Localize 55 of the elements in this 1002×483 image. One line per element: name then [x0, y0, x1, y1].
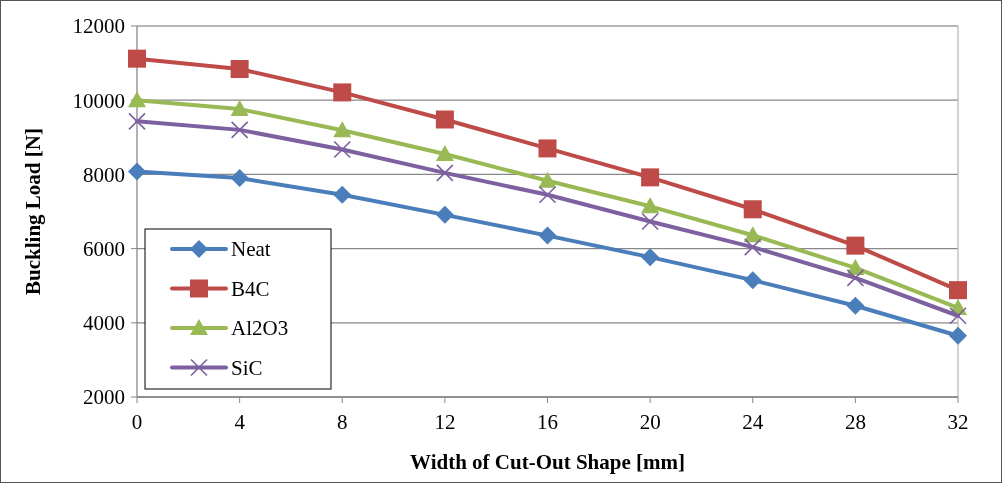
point	[641, 212, 659, 231]
legend-label: Neat	[231, 237, 271, 261]
point	[436, 164, 454, 182]
y-tick-label: 10000	[72, 88, 125, 113]
x-tick-label: 20	[639, 410, 661, 434]
point	[641, 248, 660, 267]
point	[128, 49, 146, 68]
point	[743, 238, 762, 256]
y-tick-label: 2000	[83, 385, 125, 410]
point	[949, 306, 967, 325]
point	[128, 162, 146, 181]
point	[230, 100, 249, 117]
point	[333, 83, 352, 102]
legend-label: B4C	[231, 276, 270, 301]
point	[230, 121, 249, 139]
legend-label: SiC	[231, 355, 263, 380]
point	[435, 205, 454, 224]
point	[538, 171, 557, 188]
y-tick-label: 4000	[83, 311, 125, 336]
point	[435, 145, 454, 161]
point	[641, 168, 660, 187]
x-tick-label: 0	[131, 410, 143, 434]
point	[230, 169, 249, 188]
point	[230, 60, 249, 79]
x-tick-label: 28	[844, 410, 866, 434]
point	[949, 281, 967, 300]
point	[333, 140, 352, 159]
y-tick-label: 6000	[83, 236, 125, 261]
x-tick-label: 32	[947, 410, 969, 434]
y-axis-title: Buckling Load [N]	[21, 128, 45, 295]
point	[846, 296, 865, 315]
point	[641, 197, 660, 214]
x-tick-label: 24	[742, 410, 764, 434]
y-tick-label: 12000	[72, 14, 125, 39]
point	[128, 91, 146, 108]
point	[846, 236, 865, 255]
point	[743, 200, 762, 219]
point	[538, 226, 557, 245]
point	[743, 226, 762, 243]
x-tick-label: 12	[434, 410, 456, 434]
x-axis-title: Width of Cut-Out Shape [mm]	[410, 450, 685, 474]
point	[538, 139, 557, 158]
x-tick-label: 16	[537, 410, 558, 434]
y-tick-label: 8000	[83, 162, 125, 187]
point	[846, 269, 865, 287]
point	[128, 112, 146, 131]
point	[743, 271, 762, 290]
x-tick-label: 8	[337, 410, 348, 434]
x-tick-label: 4	[234, 410, 246, 434]
point	[333, 185, 352, 204]
point	[538, 186, 557, 204]
point	[333, 121, 352, 138]
point	[435, 110, 454, 129]
point	[949, 326, 967, 345]
legend-label: Al2O3	[231, 316, 289, 340]
